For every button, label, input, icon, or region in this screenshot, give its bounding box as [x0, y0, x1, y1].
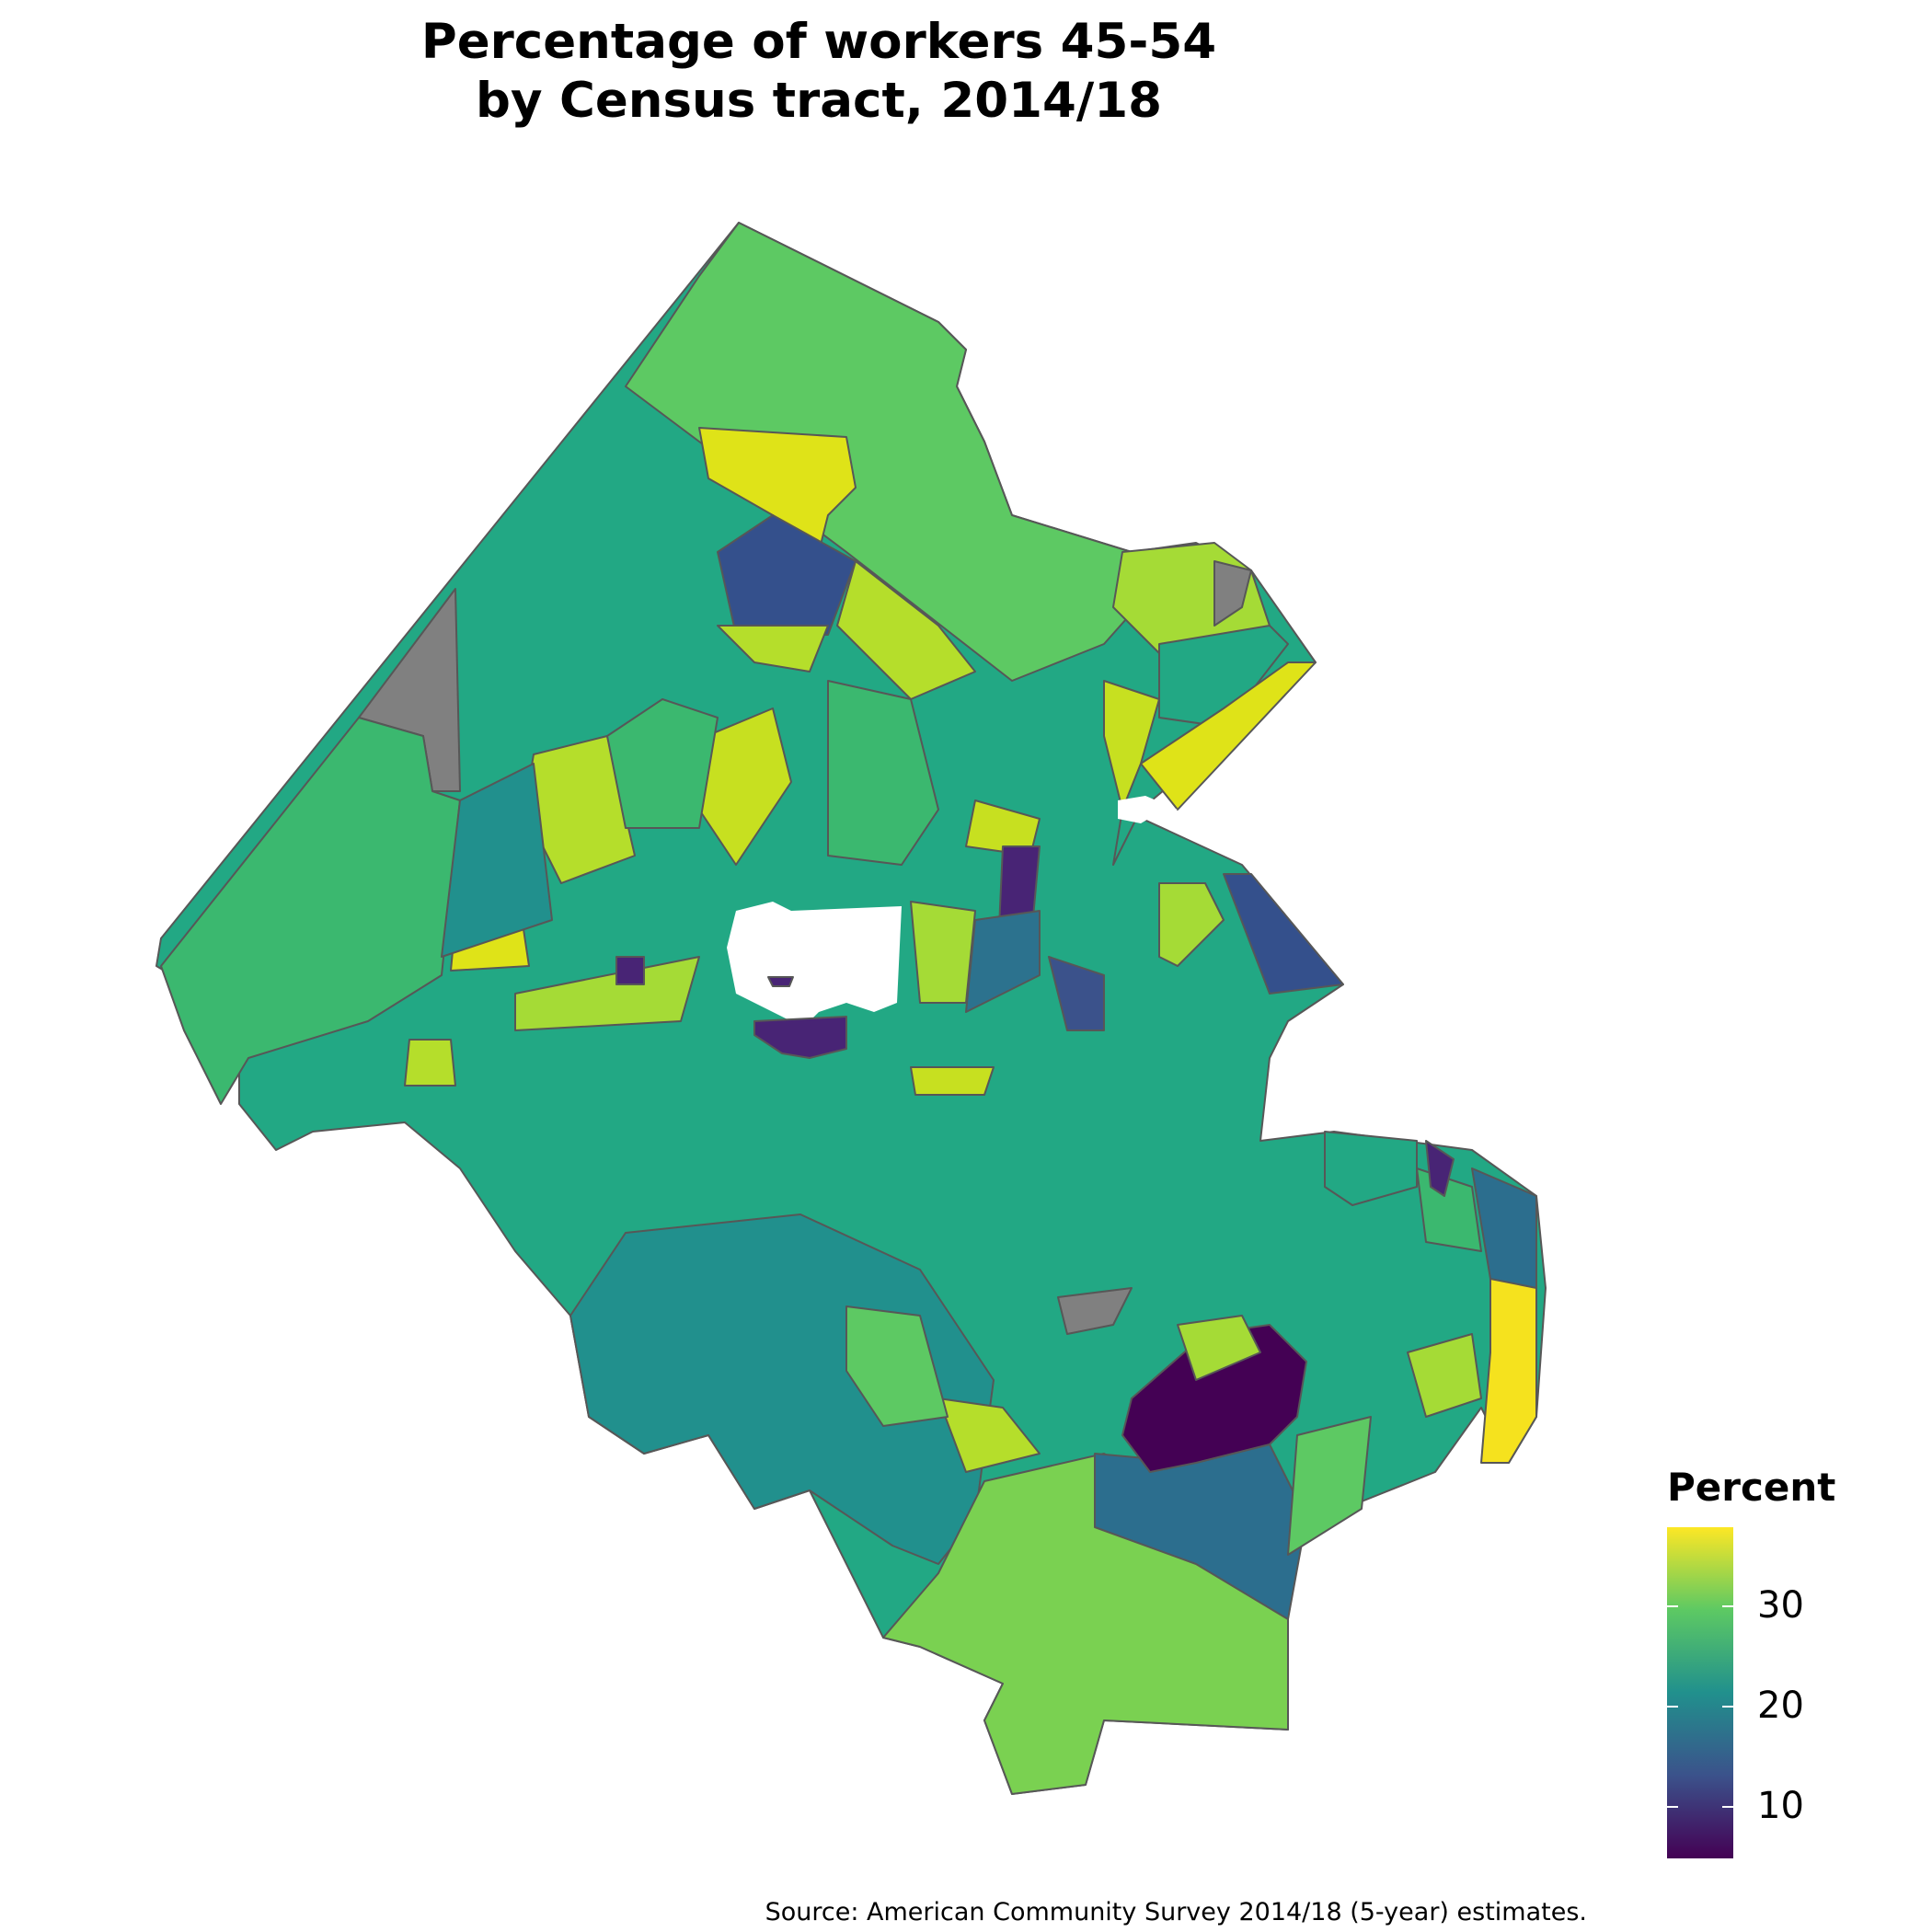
tract-south-green	[845, 1305, 949, 1427]
tract-south-lime2	[937, 1397, 1041, 1473]
tract-west-lime4	[404, 1039, 456, 1087]
city-hole	[727, 902, 902, 1030]
tract-south-gray	[1057, 1287, 1133, 1335]
tract-east-blue	[1471, 1167, 1537, 1289]
legend-tick-mark	[1667, 1806, 1678, 1808]
tract-center-blue	[965, 910, 1041, 1013]
tract-city-purple2	[767, 976, 794, 987]
tract-east-purple	[1425, 1140, 1455, 1197]
tract-north-lime2	[836, 560, 976, 700]
tract-ne-yellow	[1140, 661, 1317, 811]
tract-south-lime3	[1177, 1315, 1261, 1381]
tract-west-green	[606, 698, 719, 829]
tract-south-green2	[1287, 1416, 1372, 1556]
legend-tick-label-30: 30	[1757, 1584, 1804, 1627]
tract-west	[160, 717, 461, 1105]
tract-east-teal	[1324, 1131, 1418, 1206]
tract-center-lime4	[1158, 882, 1225, 967]
tract-east-lime	[1407, 1333, 1482, 1418]
legend-title: Percent	[1667, 1465, 1836, 1510]
legend-colorbar	[1667, 1527, 1733, 1858]
tract-city-purple	[753, 1016, 847, 1059]
legend-tick-label-10: 10	[1757, 1785, 1804, 1827]
chart-title: Percentage of workers 45-54 by Census tr…	[386, 13, 1251, 131]
legend-tick-mark	[1722, 1806, 1733, 1808]
legend-tick-mark	[1667, 1706, 1678, 1708]
title-line-1: Percentage of workers 45-54	[420, 14, 1217, 70]
tract-center-blue3	[1223, 873, 1344, 995]
tract-center-green	[827, 680, 939, 866]
tract-center-lime	[910, 901, 976, 1004]
tract-north-lime	[717, 625, 829, 673]
tract-east-yellow	[1480, 1259, 1537, 1464]
legend-tick-mark	[1722, 1605, 1733, 1607]
tract-ne-gray	[1213, 560, 1252, 627]
tract-north-yellow	[698, 427, 857, 553]
title-line-2: by Census tract, 2014/18	[476, 73, 1162, 129]
tract-center-lime3	[910, 1066, 995, 1096]
tract-west-teal	[441, 763, 553, 958]
source-caption: Source: American Community Survey 2014/1…	[765, 1898, 1587, 1926]
legend-tick-mark	[1667, 1605, 1678, 1607]
legend-tick-label-20: 20	[1757, 1685, 1804, 1727]
tract-ne-yellow2	[1103, 680, 1160, 811]
tract-south-teal	[569, 1213, 995, 1565]
tract-center-purple2	[615, 956, 645, 985]
gap-hole	[1118, 796, 1178, 823]
tract-center-blue2	[1048, 956, 1105, 1031]
legend-tick-mark	[1722, 1706, 1733, 1708]
